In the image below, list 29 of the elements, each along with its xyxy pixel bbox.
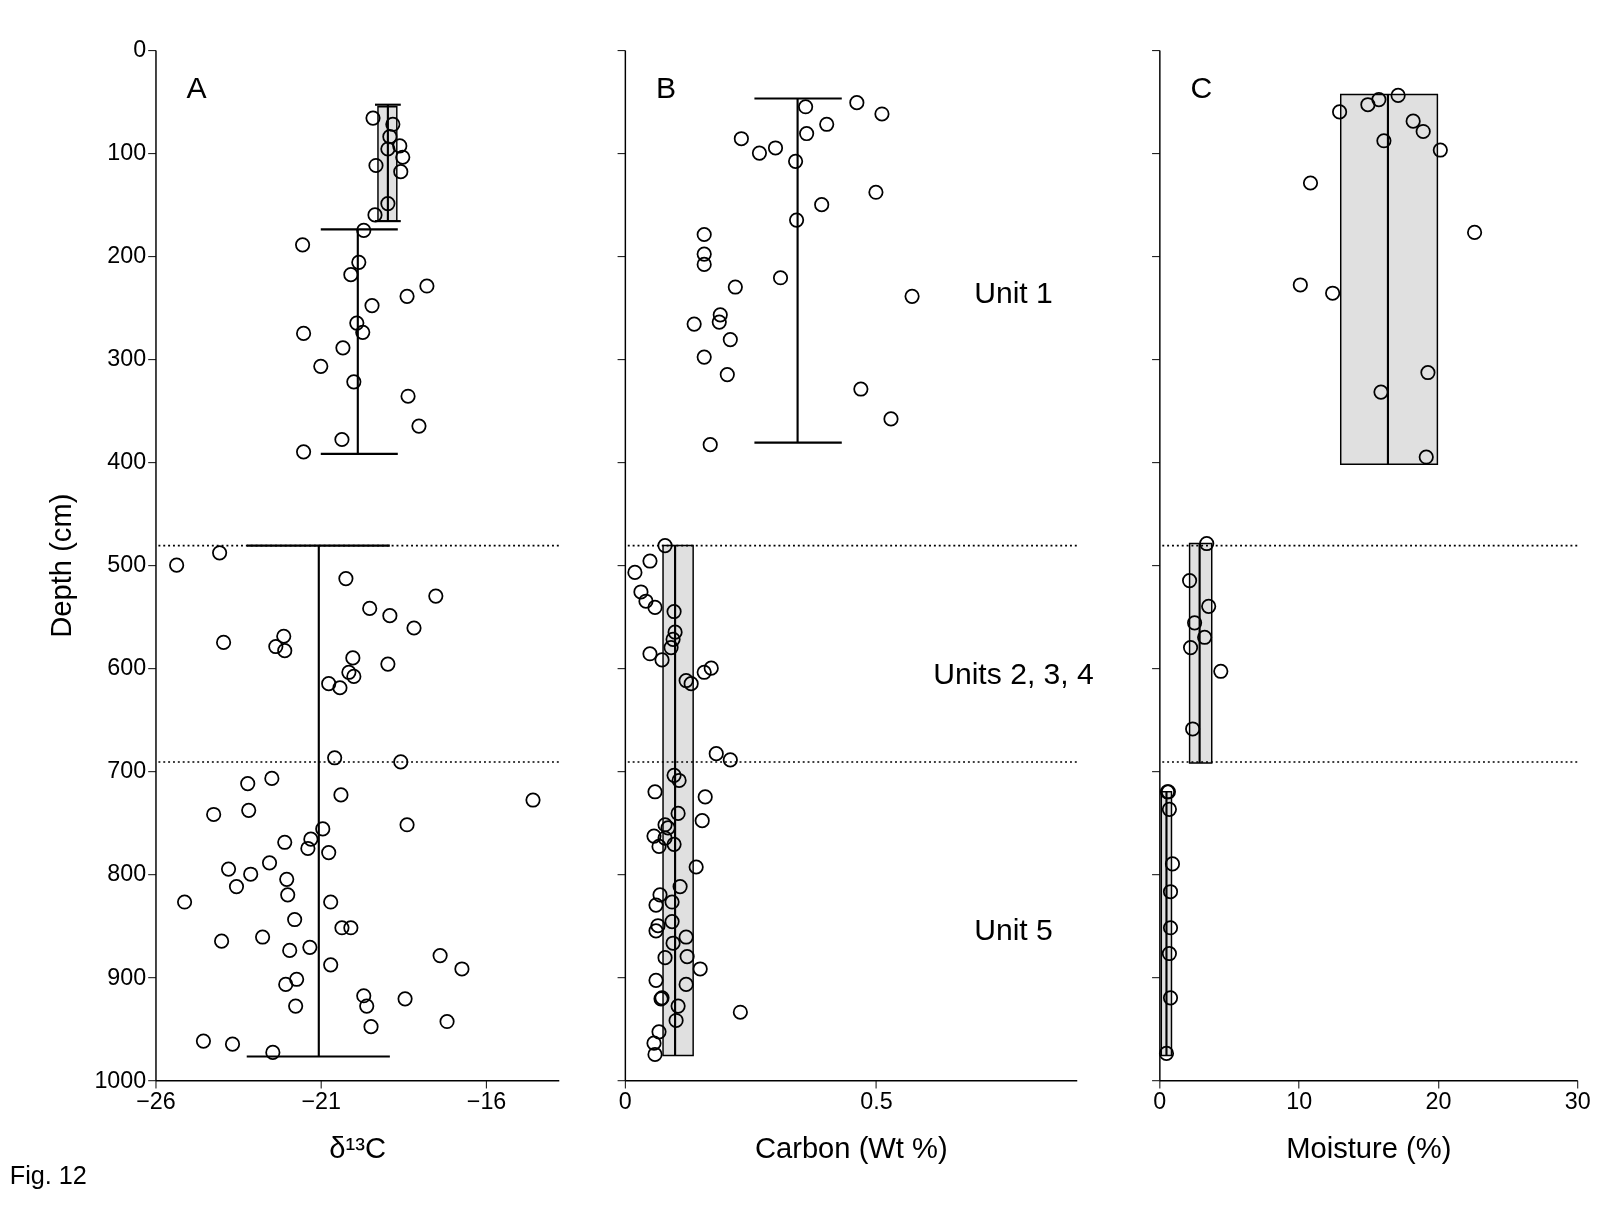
x-axis-title: Carbon (Wt %): [754, 1132, 948, 1165]
caption: Fig. 12: [9, 1161, 87, 1190]
y-tick-label: 700: [107, 757, 147, 784]
annotation: Units 2, 3, 4: [933, 657, 1094, 691]
annotation: A: [186, 70, 208, 104]
y-tick-label: 800: [107, 860, 147, 887]
y-tick-label: 500: [107, 551, 147, 578]
y-axis-title: Depth (cm): [45, 493, 78, 638]
x-tick-label: 0: [618, 1087, 632, 1114]
x-axis-title: δ¹³C: [329, 1132, 386, 1165]
y-tick-label: 300: [107, 345, 147, 372]
annotation: B: [655, 70, 677, 104]
annotation: Unit 1: [974, 276, 1053, 309]
x-tick-label: 20: [1425, 1087, 1452, 1114]
y-tick-label: 200: [107, 242, 147, 269]
x-tick-label: 0.5: [860, 1087, 893, 1114]
y-tick-label: 400: [107, 448, 147, 475]
y-tick-label: 100: [107, 139, 147, 166]
x-tick-label: 10: [1286, 1087, 1313, 1114]
y-tick-label: 600: [107, 654, 147, 681]
y-tick-label: 900: [107, 963, 147, 990]
x-tick-label: −16: [466, 1087, 507, 1114]
x-axis-title: Moisture (%): [1286, 1132, 1452, 1165]
y-tick-label: 0: [133, 36, 147, 63]
x-tick-label: 0: [1153, 1087, 1167, 1114]
annotation: C: [1190, 70, 1213, 104]
x-tick-label: 30: [1564, 1087, 1591, 1114]
annotation: Unit 5: [974, 912, 1053, 946]
x-tick-label: −21: [301, 1087, 342, 1114]
